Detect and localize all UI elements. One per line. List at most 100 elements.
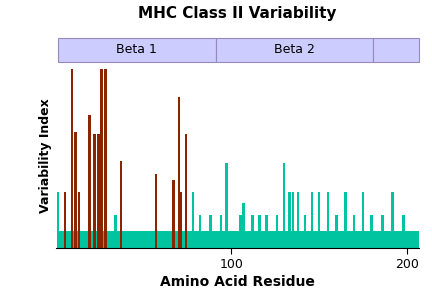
Bar xyxy=(230,231,233,248)
Bar xyxy=(381,214,384,248)
Bar xyxy=(204,231,206,248)
Bar xyxy=(374,231,377,248)
Bar xyxy=(234,231,236,248)
Bar xyxy=(241,231,243,248)
Bar xyxy=(160,231,163,248)
Bar xyxy=(186,231,189,248)
Bar xyxy=(264,231,266,248)
Bar xyxy=(200,231,203,248)
Bar xyxy=(65,231,68,248)
Bar xyxy=(114,231,117,248)
Bar xyxy=(93,231,96,248)
Bar xyxy=(155,174,157,248)
Bar xyxy=(335,231,338,248)
Bar xyxy=(120,161,122,248)
Bar xyxy=(195,231,198,248)
Bar xyxy=(78,226,80,248)
Bar xyxy=(104,214,107,248)
Bar xyxy=(267,231,270,248)
Bar xyxy=(360,231,362,248)
Bar xyxy=(409,231,412,248)
Bar xyxy=(355,231,357,248)
Bar xyxy=(191,231,194,248)
Bar xyxy=(79,231,82,248)
Bar xyxy=(379,231,382,248)
Bar xyxy=(229,231,231,248)
Bar xyxy=(98,231,101,248)
Bar xyxy=(393,231,396,248)
Bar xyxy=(172,231,175,248)
Bar xyxy=(104,231,107,248)
Bar xyxy=(400,231,403,248)
Bar xyxy=(74,231,77,248)
Bar xyxy=(100,231,103,248)
Bar xyxy=(288,192,291,248)
Bar xyxy=(216,38,373,62)
Bar xyxy=(316,231,319,248)
Bar xyxy=(288,231,291,248)
Bar xyxy=(125,231,127,248)
Bar xyxy=(328,231,331,248)
Bar xyxy=(134,231,137,248)
Bar xyxy=(209,214,212,248)
Bar xyxy=(225,163,228,248)
Bar xyxy=(312,231,315,248)
Bar xyxy=(370,214,373,248)
Bar xyxy=(64,192,66,248)
Bar xyxy=(285,231,287,248)
Bar xyxy=(74,132,77,248)
Text: Beta 2: Beta 2 xyxy=(274,43,315,56)
Bar xyxy=(386,231,389,248)
Bar xyxy=(300,231,303,248)
Bar xyxy=(181,231,184,248)
Bar xyxy=(340,231,343,248)
Bar xyxy=(411,231,413,248)
Bar xyxy=(172,180,175,248)
Bar xyxy=(92,231,94,248)
Bar xyxy=(207,231,210,248)
X-axis label: Amino Acid Residue: Amino Acid Residue xyxy=(160,275,315,289)
Bar xyxy=(305,231,308,248)
Bar xyxy=(349,231,352,248)
Bar xyxy=(176,231,178,248)
Bar xyxy=(137,231,140,248)
Bar xyxy=(74,192,77,248)
Bar xyxy=(248,231,250,248)
Bar xyxy=(383,231,385,248)
Bar xyxy=(121,231,124,248)
Bar xyxy=(156,231,159,248)
Bar xyxy=(151,231,154,248)
Bar xyxy=(93,192,96,248)
Bar xyxy=(155,214,157,248)
Bar xyxy=(188,231,191,248)
Bar xyxy=(274,231,276,248)
Bar xyxy=(402,231,405,248)
Bar xyxy=(178,231,180,248)
Bar xyxy=(78,192,80,248)
Bar xyxy=(197,231,200,248)
Bar xyxy=(255,231,257,248)
Bar xyxy=(292,192,294,248)
Bar xyxy=(225,231,228,248)
Bar xyxy=(391,192,394,248)
Bar xyxy=(57,231,59,248)
Bar xyxy=(276,214,278,248)
Bar xyxy=(202,231,205,248)
Bar xyxy=(67,231,70,248)
Bar xyxy=(327,192,329,248)
Bar xyxy=(194,231,196,248)
Bar xyxy=(249,231,252,248)
Bar xyxy=(130,231,133,248)
Bar xyxy=(418,231,420,248)
Bar xyxy=(242,204,245,248)
Bar xyxy=(109,231,112,248)
Bar xyxy=(407,231,410,248)
Bar xyxy=(57,192,59,248)
Bar xyxy=(179,192,182,248)
Bar xyxy=(70,231,73,248)
Bar xyxy=(102,231,105,248)
Bar xyxy=(90,231,92,248)
Bar xyxy=(265,231,268,248)
Bar xyxy=(381,231,384,248)
Bar xyxy=(335,214,338,248)
